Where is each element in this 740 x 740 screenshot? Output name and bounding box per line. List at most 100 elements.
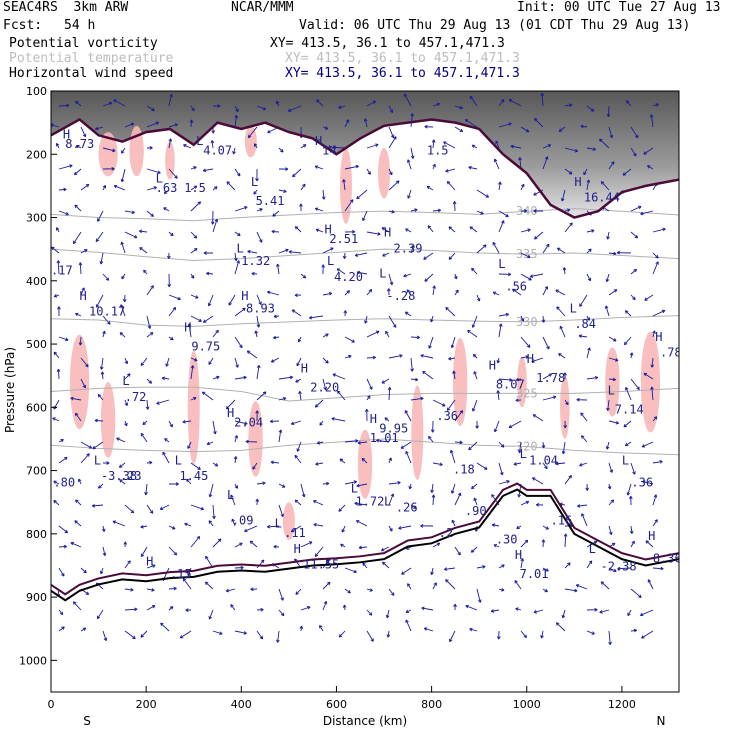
wind-vector [608, 252, 617, 255]
wind-vector-head [494, 429, 498, 433]
wind-vector-head [199, 318, 202, 322]
wind-vector [430, 315, 434, 323]
wind-vector [146, 564, 156, 569]
extremum-label: 1.04 [529, 453, 558, 467]
wind-vector-head [416, 335, 420, 338]
wind-vector [623, 420, 632, 428]
pv-shade-patch [517, 356, 527, 408]
wind-vector [73, 231, 82, 244]
wind-vector [364, 118, 368, 128]
wind-vector-head [448, 358, 452, 361]
wind-vector [230, 494, 236, 506]
wind-vector-head [508, 122, 512, 124]
pv-shade-patch [98, 132, 118, 177]
wind-vector [555, 289, 566, 296]
wind-vector [410, 378, 419, 381]
wind-vector-head [87, 363, 89, 367]
wind-vector [226, 181, 236, 191]
plot-frame [50, 90, 680, 693]
wind-vector-head [412, 155, 415, 159]
wind-vector [445, 307, 456, 317]
wind-vector-head [367, 395, 371, 398]
wind-vector [388, 482, 401, 485]
wind-vector-head [255, 498, 258, 502]
wind-vector-head [651, 364, 655, 368]
wind-vector-head [556, 306, 558, 310]
wind-vector [277, 263, 280, 275]
wind-vector [652, 519, 658, 527]
wind-vector [608, 525, 612, 535]
wind-vector-head [273, 316, 277, 319]
wind-vector [432, 542, 441, 548]
wind-vector-head [258, 324, 261, 328]
wind-vector [641, 441, 654, 448]
wind-vector-head [431, 494, 434, 498]
wind-vector [121, 273, 126, 280]
wind-vector-head [431, 139, 435, 143]
wind-vector-head [169, 606, 174, 608]
wind-vector [542, 567, 549, 572]
wind-vector [256, 315, 260, 328]
wind-vector [205, 581, 214, 590]
stratosphere-shade [51, 91, 679, 218]
wind-vector [344, 355, 352, 359]
wind-vector [146, 121, 159, 128]
wind-vector-head [381, 227, 384, 231]
wind-vector-head [295, 593, 299, 595]
wind-vector [314, 546, 324, 557]
wind-vector [366, 609, 373, 616]
wind-vector [234, 260, 240, 275]
wind-vector-head [353, 480, 357, 482]
wind-vector [476, 189, 489, 198]
wind-vector [432, 494, 435, 506]
wind-vector-head [414, 505, 417, 509]
wind-vector [121, 147, 126, 154]
wind-vector-head [74, 173, 78, 176]
wind-vector-head [174, 123, 178, 125]
wind-vector-head [119, 332, 122, 336]
wind-vector [532, 414, 544, 422]
wind-vector [432, 285, 435, 296]
wind-vector-head [580, 125, 584, 129]
wind-vector-head [524, 539, 528, 542]
wind-vector [124, 231, 138, 239]
wind-vector [357, 441, 368, 444]
wind-vector [168, 123, 178, 128]
wind-vector [542, 373, 552, 380]
pv-shade-patch [165, 141, 175, 180]
wind-vector [319, 625, 324, 632]
wind-vector-head [70, 397, 74, 401]
wind-vector [146, 186, 157, 191]
wind-vector [278, 483, 286, 488]
wind-vector [354, 252, 368, 257]
wind-vector [190, 119, 193, 128]
wind-vector-head [508, 99, 512, 103]
wind-vector [578, 335, 588, 338]
wind-vector [162, 451, 170, 464]
wind-vector-head [518, 157, 521, 161]
wind-vector [300, 541, 313, 548]
wind-vector-head [387, 387, 391, 391]
wind-vector [630, 294, 636, 300]
wind-vector [190, 248, 198, 254]
pv-shade-patch [244, 125, 257, 158]
wind-vector-head [469, 226, 472, 230]
wind-vector-head [84, 569, 87, 573]
wind-vector [315, 229, 324, 233]
wind-vector-head [557, 247, 560, 251]
wind-vector-head [346, 290, 350, 292]
wind-vector [288, 251, 302, 254]
wind-vector-head [472, 354, 475, 358]
wind-vector-head [439, 462, 443, 466]
wind-vector-head [449, 450, 452, 454]
wind-vector-head [304, 274, 307, 279]
wind-vector [586, 273, 591, 282]
wind-vector [102, 630, 107, 641]
wind-vector [96, 294, 104, 308]
wind-vector [366, 630, 374, 642]
wind-vector [119, 479, 126, 485]
wind-vector [454, 289, 459, 296]
wind-vector-head [432, 163, 436, 167]
wind-vector-head [124, 299, 127, 303]
extremum-label: .09 [232, 513, 254, 527]
